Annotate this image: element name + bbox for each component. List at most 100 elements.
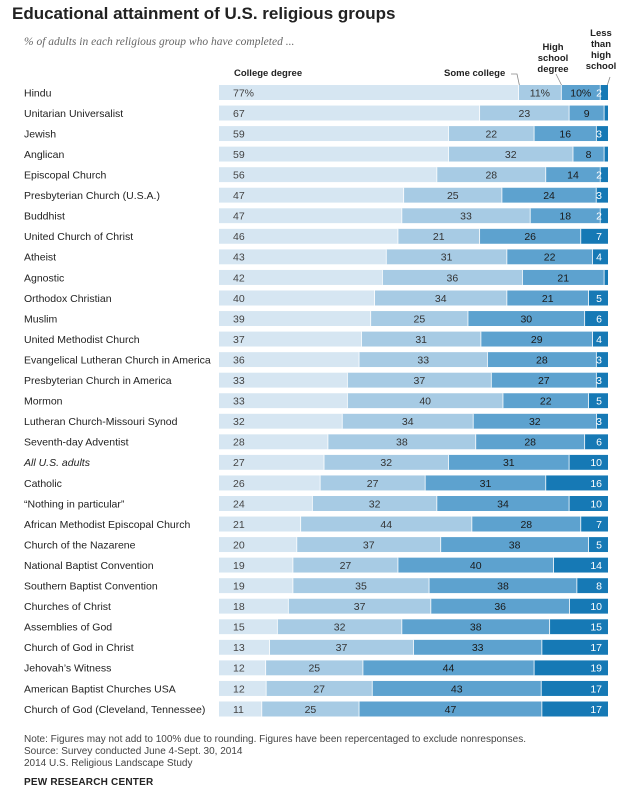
bar-segment-college-degree bbox=[219, 352, 360, 368]
value-label-some-college: 37 bbox=[354, 601, 366, 613]
row-label: Episcopal Church bbox=[24, 170, 106, 182]
value-label-less-than-high-school: 5 bbox=[596, 539, 602, 551]
bar-segment-less-than-high-school bbox=[604, 269, 608, 285]
row-label: Jehovah’s Witness bbox=[24, 663, 111, 675]
row-label: Lutheran Church-Missouri Synod bbox=[24, 416, 178, 428]
value-label-some-college: 35 bbox=[355, 581, 367, 593]
value-label-less-than-high-school: 3 bbox=[596, 416, 602, 428]
row-label: United Methodist Church bbox=[24, 334, 140, 346]
bar-segment-high-school-degree bbox=[534, 126, 597, 142]
value-label-high-school-degree: 14 bbox=[567, 170, 579, 182]
bar-segment-some-college bbox=[288, 598, 431, 614]
bar-segment-less-than-high-school bbox=[545, 475, 608, 491]
value-label-some-college: 25 bbox=[447, 190, 459, 202]
value-label-college-degree: 18 bbox=[233, 601, 245, 613]
value-label-less-than-high-school: 10 bbox=[590, 457, 602, 469]
value-label-some-college: 37 bbox=[363, 539, 375, 551]
bar-segment-some-college bbox=[374, 290, 507, 306]
bar-segment-less-than-high-school bbox=[584, 311, 608, 327]
bar-segment-less-than-high-school bbox=[588, 290, 608, 306]
value-label-less-than-high-school: 17 bbox=[590, 642, 602, 654]
header-hs-line: school bbox=[537, 53, 569, 64]
value-label-some-college: 22 bbox=[485, 128, 497, 140]
bar-segment-some-college bbox=[448, 126, 535, 142]
value-label-some-college: 33 bbox=[417, 354, 429, 366]
bar-segment-some-college bbox=[359, 352, 488, 368]
value-label-some-college: 32 bbox=[334, 622, 346, 634]
study-text: 2014 U.S. Religious Landscape Study bbox=[24, 758, 193, 769]
value-label-high-school-degree: 10% bbox=[570, 87, 591, 99]
value-label-college-degree: 24 bbox=[233, 498, 245, 510]
value-label-some-college: 27 bbox=[313, 683, 325, 695]
value-label-high-school-degree: 21 bbox=[557, 272, 569, 284]
bar-segment-less-than-high-school bbox=[604, 146, 608, 162]
value-label-less-than-high-school: 3 bbox=[596, 354, 602, 366]
bar-segment-some-college bbox=[277, 619, 402, 635]
value-label-high-school-degree: 8 bbox=[586, 149, 592, 161]
row-label: Seventh-day Adventist bbox=[24, 437, 129, 449]
bar-segment-college-degree bbox=[219, 516, 301, 532]
value-label-college-degree: 33 bbox=[233, 375, 245, 387]
value-label-high-school-degree: 27 bbox=[538, 375, 550, 387]
bar-segment-high-school-degree bbox=[473, 413, 597, 429]
value-label-high-school-degree: 30 bbox=[520, 313, 532, 325]
bar-segment-some-college bbox=[327, 434, 476, 450]
row-label: Churches of Christ bbox=[24, 601, 111, 613]
bar-segment-high-school-degree bbox=[359, 701, 542, 717]
value-label-high-school-degree: 40 bbox=[470, 560, 482, 572]
bar-segment-high-school-degree bbox=[501, 187, 597, 203]
value-label-less-than-high-school: 4 bbox=[596, 334, 602, 346]
bar-segment-high-school-degree bbox=[502, 393, 589, 409]
value-label-high-school-degree: 21 bbox=[542, 293, 554, 305]
row-label: Atheist bbox=[24, 252, 56, 264]
bar-segment-less-than-high-school bbox=[549, 619, 608, 635]
chart-title: Educational attainment of U.S. religious… bbox=[12, 4, 396, 23]
value-label-college-degree: 40 bbox=[233, 293, 245, 305]
value-label-college-degree: 28 bbox=[233, 437, 245, 449]
bar-segment-college-degree bbox=[219, 187, 404, 203]
bar-segment-some-college bbox=[292, 557, 398, 573]
value-label-high-school-degree: 34 bbox=[497, 498, 509, 510]
value-label-some-college: 25 bbox=[413, 313, 425, 325]
header-college-degree: College degree bbox=[234, 68, 303, 79]
bar-segment-less-than-high-school bbox=[604, 105, 608, 121]
value-label-high-school-degree: 33 bbox=[472, 642, 484, 654]
value-label-college-degree: 12 bbox=[233, 683, 245, 695]
bar-segment-college-degree bbox=[219, 126, 449, 142]
value-label-high-school-degree: 26 bbox=[524, 231, 536, 243]
bar-segment-less-than-high-school bbox=[592, 331, 608, 347]
value-label-college-degree: 39 bbox=[233, 313, 245, 325]
value-label-less-than-high-school: 14 bbox=[590, 560, 602, 572]
row-label: Assemblies of God bbox=[24, 622, 112, 634]
bar-segment-college-degree bbox=[219, 249, 387, 265]
value-label-less-than-high-school: 15 bbox=[590, 622, 602, 634]
bar-segment-some-college bbox=[296, 537, 441, 553]
bar-segment-college-degree bbox=[219, 413, 343, 429]
row-label: Muslim bbox=[24, 313, 58, 325]
value-label-less-than-high-school: 10 bbox=[590, 498, 602, 510]
value-label-some-college: 38 bbox=[396, 437, 408, 449]
bar-segment-less-than-high-school bbox=[580, 228, 608, 244]
value-label-some-college: 25 bbox=[305, 704, 317, 716]
value-label-some-college: 40 bbox=[419, 396, 431, 408]
row-label: “Nothing in particular” bbox=[24, 498, 125, 510]
bar-segment-some-college bbox=[342, 413, 474, 429]
value-label-college-degree: 12 bbox=[233, 663, 245, 675]
bar-segment-less-than-high-school bbox=[596, 187, 608, 203]
header-lt-line: high bbox=[590, 50, 612, 61]
value-label-college-degree: 27 bbox=[233, 457, 245, 469]
value-label-some-college: 27 bbox=[340, 560, 352, 572]
bar-segment-college-degree bbox=[219, 105, 480, 121]
bar-segment-high-school-degree bbox=[479, 228, 581, 244]
bar-segment-some-college bbox=[397, 228, 480, 244]
bar-segment-some-college bbox=[261, 701, 360, 717]
bar-segment-high-school-degree bbox=[425, 475, 546, 491]
header-lt-line: than bbox=[590, 39, 612, 50]
bar-segment-less-than-high-school bbox=[569, 496, 608, 511]
value-label-high-school-degree: 24 bbox=[543, 190, 555, 202]
bar-segment-less-than-high-school bbox=[596, 352, 608, 368]
bar-segment-college-degree bbox=[219, 269, 383, 285]
value-label-less-than-high-school: 6 bbox=[596, 313, 602, 325]
bar-segment-college-degree bbox=[219, 434, 328, 450]
